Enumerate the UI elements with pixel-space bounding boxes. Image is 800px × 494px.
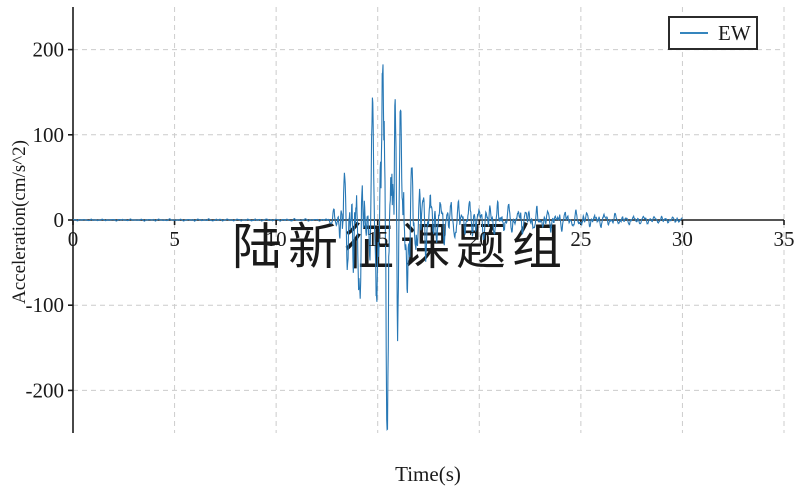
- ew-waveform: [72, 64, 683, 431]
- y-axis-title: Acceleration(cm/s^2): [9, 139, 30, 305]
- y-tick-label: -100: [26, 293, 65, 317]
- legend-line-sample: [680, 31, 708, 35]
- tick-labels: 0 5 10 15 20 25 30 35 -200 -100 0 100 200: [26, 38, 795, 403]
- x-tick-label: 25: [570, 227, 591, 251]
- x-tick-label: 10: [266, 227, 287, 251]
- x-tick-label: 15: [367, 227, 388, 251]
- x-tick-label: 20: [469, 227, 490, 251]
- x-tick-label: 0: [68, 227, 79, 251]
- y-tick-label: 100: [33, 123, 65, 147]
- y-tick-label: 0: [54, 208, 65, 232]
- x-tick-label: 5: [169, 227, 180, 251]
- x-tick-label: 30: [672, 227, 693, 251]
- x-axis-title: Time(s): [395, 462, 461, 486]
- x-tick-label: 35: [774, 227, 795, 251]
- y-tick-label: -200: [26, 378, 65, 402]
- y-tick-label: 200: [33, 38, 65, 62]
- legend: EW: [668, 16, 758, 50]
- waveform-layer: [72, 64, 683, 431]
- legend-label: EW: [718, 20, 751, 45]
